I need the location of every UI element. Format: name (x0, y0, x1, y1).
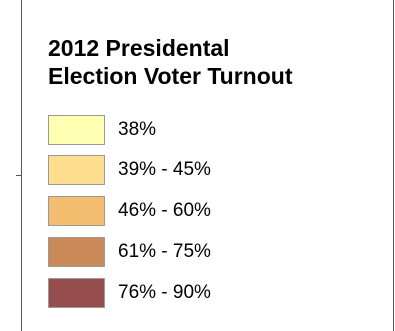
map-legend: 2012 Presidental Election Voter Turnout … (21, 0, 394, 331)
legend-swatch (48, 115, 105, 145)
legend-title: 2012 Presidental Election Voter Turnout (48, 34, 378, 90)
legend-item-61-75: 61% - 75% (48, 237, 211, 267)
legend-swatch (48, 237, 105, 267)
map-frame-tick (16, 175, 22, 176)
legend-title-line-1: 2012 Presidental (48, 35, 230, 61)
legend-swatch (48, 155, 105, 185)
legend-item-label: 76% - 90% (118, 282, 211, 303)
legend-item-label: 46% - 60% (118, 200, 211, 221)
legend-item-label: 39% - 45% (118, 159, 211, 180)
legend-item-39-45: 39% - 45% (48, 155, 211, 185)
legend-item-76-90: 76% - 90% (48, 278, 211, 308)
legend-swatch (48, 196, 105, 226)
legend-item-label: 38% (118, 119, 157, 140)
legend-swatch (48, 278, 105, 308)
legend-item-label: 61% - 75% (118, 241, 211, 262)
legend-title-line-2: Election Voter Turnout (48, 63, 293, 89)
legend-item-46-60: 46% - 60% (48, 196, 211, 226)
legend-item-38: 38% (48, 115, 156, 145)
